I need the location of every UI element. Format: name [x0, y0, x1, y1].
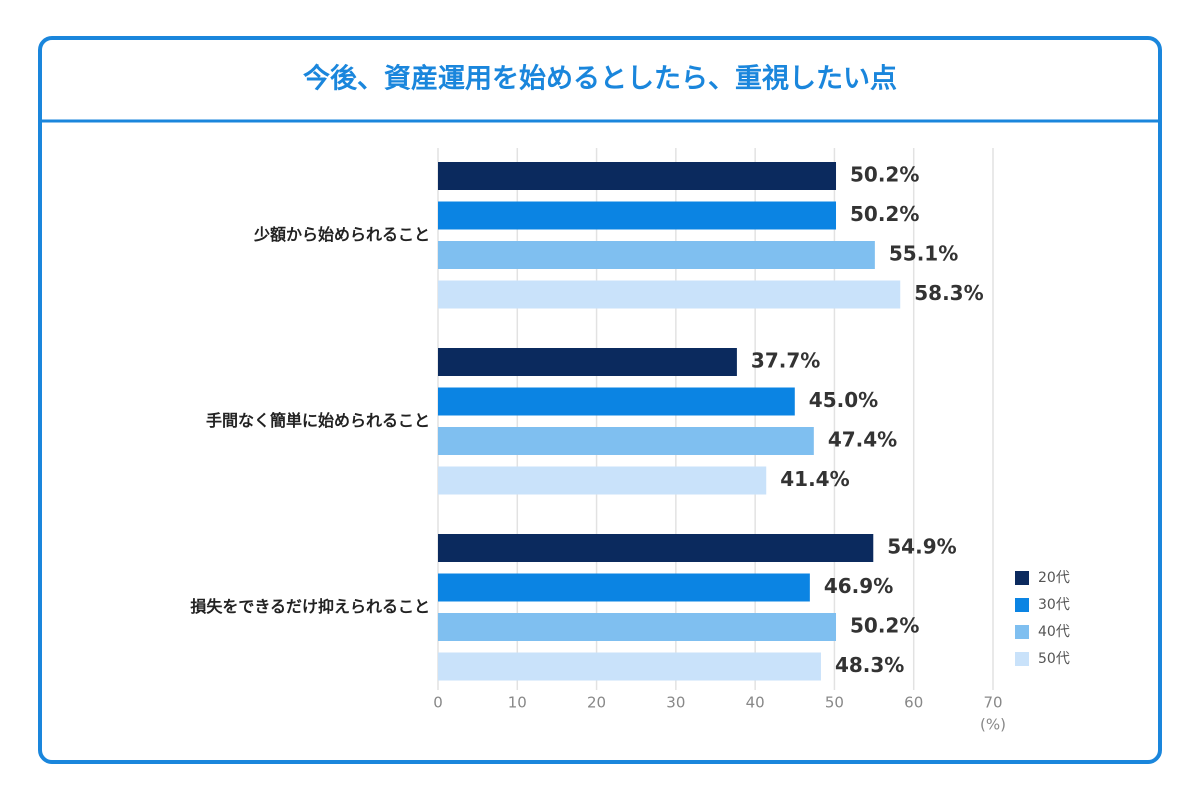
x-tick-label: 50	[825, 694, 844, 712]
x-tick-label: 70	[983, 694, 1002, 712]
legend-swatch	[1015, 598, 1029, 612]
bar	[438, 573, 810, 602]
legend-swatch	[1015, 652, 1029, 666]
value-label: 54.9%	[887, 535, 956, 559]
x-tick-label: 10	[508, 694, 527, 712]
x-tick-label: 60	[904, 694, 923, 712]
category-label: 手間なく簡単に始められること	[206, 411, 430, 430]
value-label: 58.3%	[914, 281, 983, 305]
legend-label: 40代	[1038, 624, 1070, 640]
category-label: 損失をできるだけ抑えられること	[190, 597, 430, 616]
value-label: 50.2%	[850, 614, 919, 638]
value-label: 55.1%	[889, 242, 958, 266]
x-tick-label: 0	[433, 694, 443, 712]
chart-title: 今後、資産運用を始めるとしたら、重視したい点	[303, 63, 897, 95]
category-label: 少額から始められること	[253, 225, 430, 244]
bar	[438, 534, 874, 562]
legend-label: 50代	[1038, 651, 1070, 667]
bar	[438, 162, 837, 190]
bar	[438, 427, 814, 455]
legend-swatch	[1015, 625, 1029, 639]
x-tick-label: 30	[666, 694, 685, 712]
grid	[437, 148, 994, 690]
bar	[438, 201, 837, 230]
bar	[438, 613, 837, 641]
bar	[438, 466, 767, 495]
x-tick-label: 20	[587, 694, 606, 712]
value-label: 41.4%	[780, 467, 849, 491]
value-label: 47.4%	[828, 428, 897, 452]
value-label: 50.2%	[850, 202, 919, 226]
legend-swatch	[1015, 571, 1029, 585]
x-axis-unit: (%)	[980, 716, 1006, 734]
value-label: 37.7%	[751, 349, 820, 373]
value-label: 46.9%	[824, 574, 893, 598]
bar	[438, 241, 875, 269]
value-label: 50.2%	[850, 163, 919, 187]
value-label: 48.3%	[835, 653, 904, 677]
legend-label: 20代	[1038, 570, 1070, 586]
bar	[438, 280, 901, 309]
x-tick-label: 40	[746, 694, 765, 712]
bar	[438, 652, 821, 681]
bar	[438, 387, 795, 416]
legend-label: 30代	[1038, 597, 1070, 613]
value-label: 45.0%	[809, 388, 878, 412]
bar	[438, 348, 737, 376]
plot	[438, 162, 901, 681]
